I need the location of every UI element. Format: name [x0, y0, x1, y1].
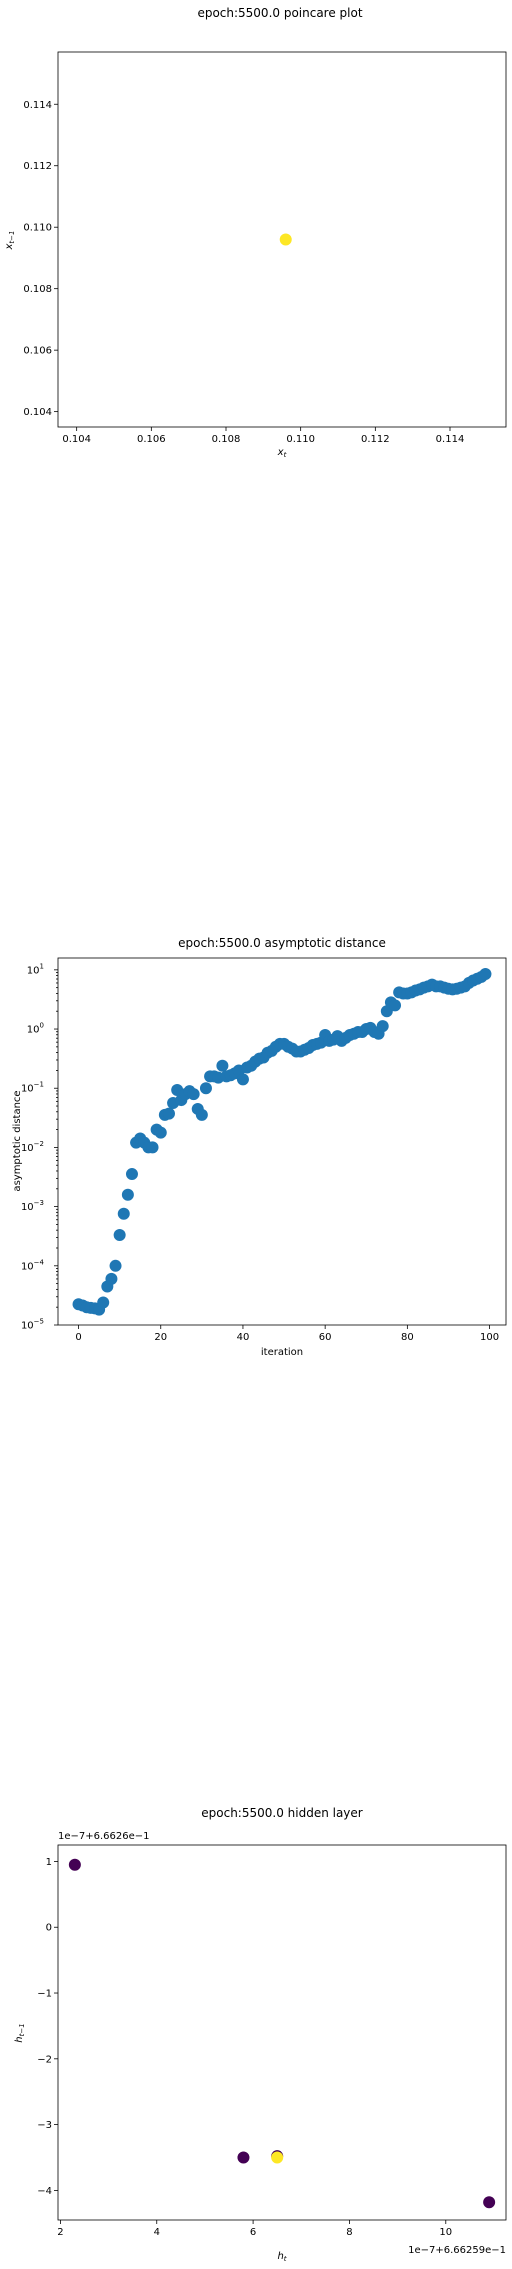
asymptotic-ytick-label: 10−5: [21, 1318, 44, 1332]
asymptotic-ytick-label: 10−1: [21, 1081, 44, 1095]
asymptotic-xtick-label: 60: [319, 1332, 332, 1343]
hidden-ytick-label: −4: [37, 2186, 52, 2197]
asymptotic-point: [113, 1229, 126, 1242]
asymptotic-ytick-label: 101: [27, 962, 44, 976]
asymptotic-distance-ylabel: asymptotic distance: [12, 1090, 23, 1191]
asymptotic-ytick-label: 10−4: [21, 1258, 45, 1272]
hidden-layer-xlabel: ht: [277, 2251, 286, 2263]
poincare-ytick-label: 0.112: [23, 161, 52, 172]
poincare-ytick-label: 0.104: [23, 407, 52, 418]
asymptotic-ytick-label: 100: [27, 1022, 44, 1036]
asymptotic-point: [97, 1296, 110, 1309]
asymptotic-point: [162, 1107, 175, 1120]
hidden-layer-x-offset: 1e−7+6.66259e−1: [408, 2245, 506, 2256]
poincare-ytick-label: 0.106: [23, 346, 52, 357]
hidden-ytick-label: 0: [46, 1923, 52, 1934]
asymptotic-point: [195, 1108, 208, 1121]
asymptotic-distance-xlabel: iteration: [261, 1347, 303, 1358]
poincare-plot-xlabel: xt: [277, 447, 287, 459]
hidden-xtick-label: 6: [250, 2227, 256, 2238]
asymptotic-point: [117, 1207, 130, 1220]
asymptotic-point: [146, 1141, 159, 1154]
poincare-xtick-label: 0.104: [62, 434, 91, 445]
asymptotic-point: [105, 1272, 118, 1285]
asymptotic-distance-chart: epoch:5500.0 asymptotic distance 0 20 40 60…: [12, 936, 507, 1358]
asymptotic-distance-title: epoch:5500.0 asymptotic distance: [178, 936, 386, 950]
hidden-xtick-label: 4: [154, 2227, 160, 2238]
hidden-ytick-label: 1: [46, 1857, 52, 1868]
asymptotic-ytick-label: 10−2: [21, 1140, 44, 1154]
asymptotic-point: [236, 1073, 249, 1086]
hidden-point: [483, 2196, 496, 2209]
poincare-xtick-label: 0.114: [436, 434, 465, 445]
hidden-ytick-label: −1: [37, 1989, 52, 2000]
hidden-point: [237, 2151, 250, 2164]
hidden-layer-axes: [57, 1844, 507, 2221]
hidden-point: [271, 2151, 284, 2164]
hidden-layer-ylabel: ht−1: [14, 2023, 26, 2042]
poincare-point: [279, 233, 292, 246]
poincare-plot-title: epoch:5500.0 poincare plot: [197, 6, 362, 20]
asymptotic-point: [187, 1088, 200, 1101]
asymptotic-point: [199, 1082, 212, 1095]
poincare-xtick-label: 0.110: [286, 434, 315, 445]
asymptotic-point: [154, 1126, 167, 1139]
asymptotic-point: [389, 999, 402, 1012]
asymptotic-xtick-label: 40: [237, 1332, 250, 1343]
asymptotic-ytick-label: 10−3: [21, 1199, 44, 1213]
asymptotic-point: [479, 967, 492, 980]
hidden-xtick-label: 2: [57, 2227, 63, 2238]
asymptotic-xtick-label: 20: [154, 1332, 167, 1343]
asymptotic-point: [125, 1168, 138, 1181]
hidden-xtick-label: 10: [439, 2227, 452, 2238]
poincare-plot-chart: epoch:5500.0 poincare plot 0.104 0.106 0.1…: [4, 6, 507, 459]
poincare-xtick-label: 0.108: [212, 434, 241, 445]
hidden-layer-y-offset: 1e−7+6.6626e−1: [58, 1831, 150, 1842]
asymptotic-xtick-label: 100: [480, 1332, 499, 1343]
asymptotic-xtick-label: 0: [75, 1332, 81, 1343]
hidden-layer-title: epoch:5500.0 hidden layer: [201, 1806, 363, 1820]
poincare-plot-ylabel: xt−1: [4, 231, 16, 251]
poincare-ytick-label: 0.110: [23, 223, 52, 234]
asymptotic-point: [376, 1020, 389, 1033]
poincare-ytick-label: 0.114: [23, 100, 52, 111]
poincare-xtick-label: 0.106: [137, 434, 166, 445]
asymptotic-point: [216, 1059, 229, 1072]
hidden-ytick-label: −3: [37, 2120, 52, 2131]
asymptotic-distance-axes: [57, 957, 507, 1326]
asymptotic-point: [109, 1259, 122, 1272]
asymptotic-xtick-label: 80: [401, 1332, 414, 1343]
hidden-ytick-label: −2: [37, 2054, 52, 2065]
poincare-ytick-label: 0.108: [23, 284, 52, 295]
asymptotic-point: [121, 1188, 134, 1201]
hidden-xtick-label: 8: [346, 2227, 352, 2238]
poincare-plot-axes: [57, 51, 507, 428]
hidden-point: [68, 1858, 81, 1871]
poincare-xtick-label: 0.112: [361, 434, 390, 445]
hidden-layer-chart: epoch:5500.0 hidden layer 1e−7+6.6626e−1…: [14, 1806, 507, 2263]
